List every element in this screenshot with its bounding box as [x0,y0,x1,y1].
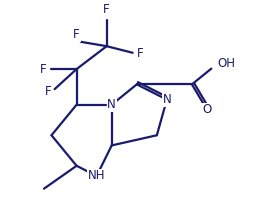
Text: F: F [137,47,143,60]
Text: NH: NH [88,170,105,182]
Text: F: F [40,63,46,76]
Text: F: F [103,3,110,16]
Text: N: N [107,98,116,111]
Text: O: O [202,103,212,116]
Text: OH: OH [217,58,235,70]
Text: N: N [163,93,171,106]
Text: F: F [45,86,51,99]
Text: F: F [73,28,80,41]
